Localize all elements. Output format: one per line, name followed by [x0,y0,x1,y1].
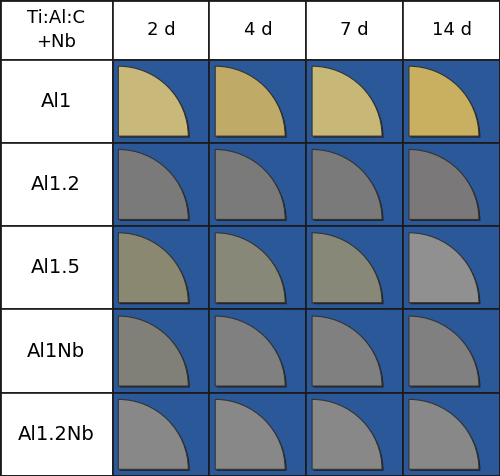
Text: 4 d: 4 d [244,21,272,39]
Wedge shape [410,401,480,471]
Bar [112,143,210,226]
Text: Al1.2Nb: Al1.2Nb [18,425,94,444]
Bar [112,226,210,309]
Wedge shape [120,317,190,387]
Wedge shape [216,234,286,304]
Wedge shape [118,399,188,469]
Bar [403,393,500,476]
Bar [210,393,306,476]
Bar [403,143,500,226]
Wedge shape [312,316,382,386]
Bar [306,60,403,143]
Bar [210,226,306,309]
Wedge shape [216,68,286,138]
Wedge shape [216,151,286,221]
Wedge shape [118,149,188,219]
Wedge shape [118,233,188,303]
Wedge shape [215,316,285,386]
Wedge shape [216,317,286,387]
Wedge shape [120,68,190,138]
Bar [112,309,210,393]
Bar [306,0,403,60]
Wedge shape [410,234,480,304]
Bar [306,143,403,226]
Wedge shape [312,233,382,303]
Bar [403,309,500,393]
Bar [112,60,210,143]
Wedge shape [215,399,285,469]
Text: 2 d: 2 d [146,21,176,39]
Wedge shape [118,66,188,136]
Wedge shape [215,233,285,303]
Bar [306,226,403,309]
Wedge shape [312,149,382,219]
Bar [0,393,112,476]
Bar [112,0,210,60]
Wedge shape [216,401,286,471]
Wedge shape [409,233,479,303]
Wedge shape [118,316,188,386]
Text: Al1: Al1 [40,92,72,110]
Bar [0,0,112,60]
Wedge shape [409,316,479,386]
Wedge shape [312,66,382,136]
Wedge shape [215,66,285,136]
Wedge shape [314,401,384,471]
Wedge shape [314,151,384,221]
Bar [210,60,306,143]
Bar [306,309,403,393]
Wedge shape [312,399,382,469]
Text: Al1Nb: Al1Nb [27,342,86,360]
Bar [403,226,500,309]
Wedge shape [120,151,190,221]
Text: 7 d: 7 d [340,21,369,39]
Bar [210,143,306,226]
Wedge shape [410,317,480,387]
Wedge shape [410,151,480,221]
Text: 14 d: 14 d [432,21,472,39]
Wedge shape [409,399,479,469]
Bar [403,0,500,60]
Wedge shape [314,234,384,304]
Bar [306,393,403,476]
Wedge shape [120,401,190,471]
Bar [0,226,112,309]
Wedge shape [120,234,190,304]
Text: Ti:Al:C
+Nb: Ti:Al:C +Nb [27,9,85,50]
Bar [210,309,306,393]
Bar [0,309,112,393]
Wedge shape [409,149,479,219]
Bar [210,0,306,60]
Bar [0,143,112,226]
Bar [403,60,500,143]
Wedge shape [215,149,285,219]
Bar [112,393,210,476]
Wedge shape [409,66,479,136]
Text: Al1.5: Al1.5 [31,258,81,277]
Text: Al1.2: Al1.2 [32,175,81,194]
Wedge shape [314,68,384,138]
Bar [0,60,112,143]
Wedge shape [410,68,480,138]
Wedge shape [314,317,384,387]
